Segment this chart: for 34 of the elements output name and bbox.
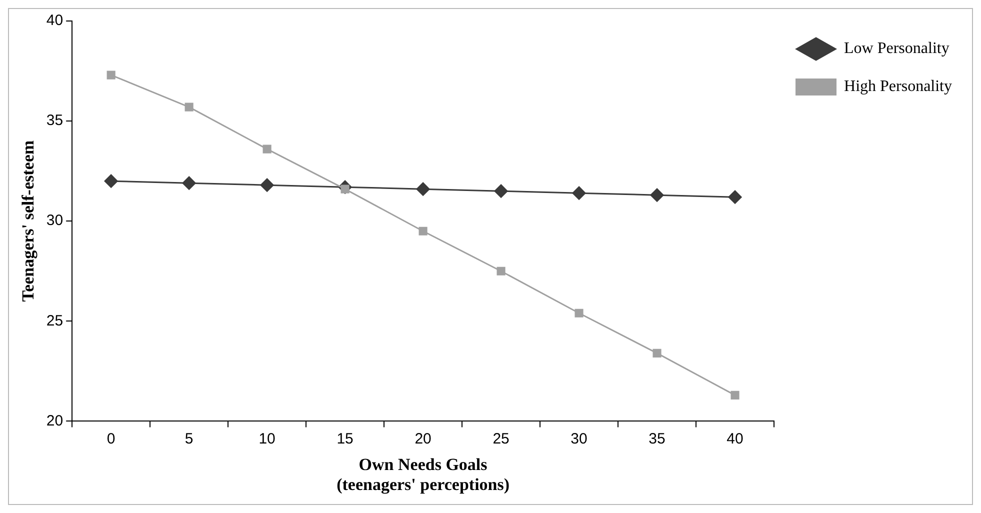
point [650,188,664,202]
x-tick-label: 0 [106,430,116,448]
point [728,190,742,204]
legend-label: High Personality [844,78,952,96]
x-tick-label: 10 [258,430,276,448]
y-tick-label: 30 [46,212,64,230]
y-tick-label: 40 [46,12,64,30]
point [418,226,428,236]
point [106,70,116,80]
legend-label: Low Personality [844,40,950,58]
x-axis-title: Own Needs Goals (teenagers' perceptions) [336,454,510,494]
x-tick-label: 35 [648,430,666,448]
x-tick-label: 5 [184,430,194,448]
point [652,348,662,358]
x-tick-label: 25 [492,430,510,448]
point [184,102,194,112]
x-tick-label: 40 [726,430,744,448]
point [572,186,586,200]
point [416,182,430,196]
y-tick-label: 20 [46,412,64,430]
x-tick-label: 15 [336,430,354,448]
y-tick-label: 35 [46,112,64,130]
x-tick-label: 20 [414,430,432,448]
y-axis-title: Teenagers' self-esteem [18,140,38,302]
point [104,174,118,188]
point [494,184,508,198]
point [730,390,740,400]
point [260,178,274,192]
y-tick-label: 25 [46,312,64,330]
point [262,144,272,154]
point [496,266,506,276]
x-tick-label: 30 [570,430,588,448]
point [574,308,584,318]
point [182,176,196,190]
